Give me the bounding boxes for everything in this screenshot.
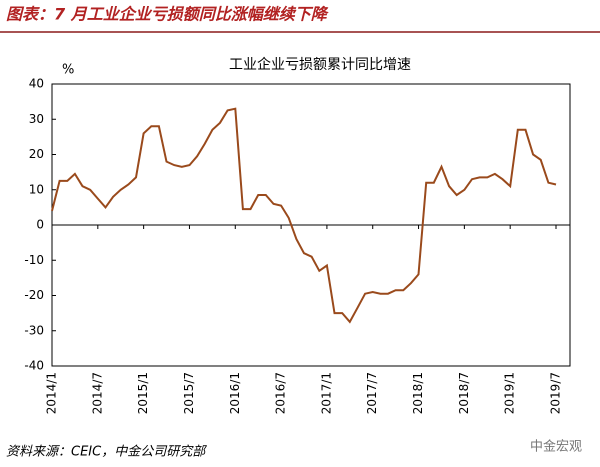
x-tick-label: 2016/1	[228, 372, 242, 414]
y-tick-label: -40	[24, 359, 44, 373]
x-tick-label: 2017/1	[319, 372, 333, 414]
chart-title: 工业企业亏损额累计同比增速	[229, 56, 411, 73]
heading: 图表：7 月工业企业亏损额同比涨幅继续下降	[6, 5, 329, 24]
y-tick-label: -20	[24, 288, 44, 302]
x-tick-label: 2019/7	[549, 372, 563, 414]
y-tick-label: -10	[24, 253, 44, 267]
y-tick-label: -30	[24, 323, 44, 337]
x-tick-label: 2017/7	[365, 372, 379, 414]
y-axis-label: %	[62, 63, 74, 78]
x-tick-label: 2019/1	[503, 372, 517, 414]
x-tick-label: 2018/1	[411, 372, 425, 414]
watermark: 中金宏观	[530, 439, 582, 455]
x-tick-label: 2014/1	[45, 372, 59, 414]
y-tick-label: 20	[29, 147, 44, 161]
y-tick-label: 10	[29, 182, 44, 196]
x-tick-label: 2018/7	[457, 372, 471, 414]
x-tick-label: 2016/7	[274, 372, 288, 414]
source: 资料来源：CEIC，中金公司研究部	[6, 444, 207, 460]
y-tick-label: 0	[36, 218, 44, 232]
x-tick-label: 2015/1	[136, 372, 150, 414]
x-tick-label: 2015/7	[182, 372, 196, 414]
y-tick-label: 30	[29, 112, 44, 126]
y-tick-label: 40	[29, 77, 44, 91]
x-tick-label: 2014/7	[90, 372, 104, 414]
data-line	[51, 107, 557, 324]
